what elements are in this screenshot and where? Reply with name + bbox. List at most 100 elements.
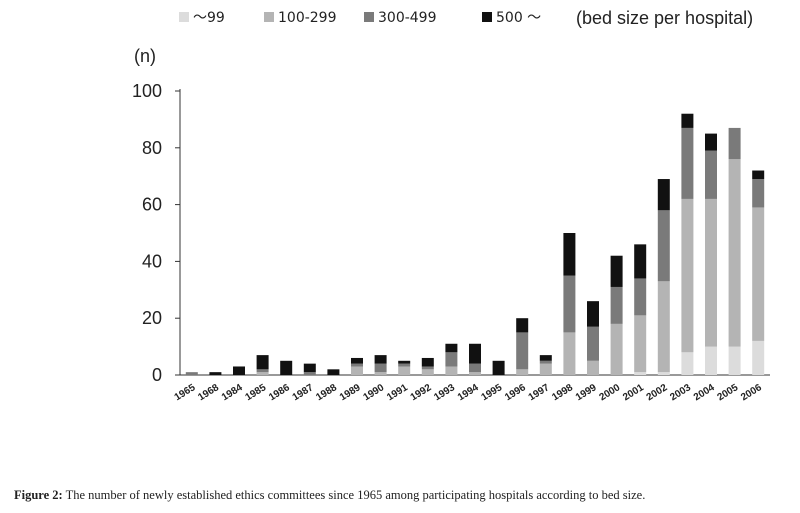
- bar-segment-1984-s3: [233, 366, 245, 375]
- bar-segment-2005-s1: [728, 159, 741, 347]
- bar-segment-1998-s3: [563, 233, 576, 276]
- bar-segment-1987-s2: [303, 372, 316, 375]
- y-axis-label: (n): [134, 46, 156, 66]
- bar-segment-1987-s3: [303, 363, 316, 373]
- x-tick-label: 1998: [550, 382, 575, 403]
- bar-segment-1998-s1: [563, 332, 576, 375]
- bar-segment-2005-s2: [728, 127, 741, 160]
- bar-segment-1991-s2: [398, 363, 411, 367]
- x-tick-label: 1987: [291, 382, 316, 403]
- figure-caption: Figure 2: The number of newly establishe…: [14, 488, 794, 503]
- bar-segment-1994-s1: [469, 372, 481, 375]
- x-tick-label: 1968: [196, 382, 221, 403]
- x-tick-label: 1990: [361, 382, 386, 403]
- bar-segment-2001-s0: [634, 372, 647, 375]
- bar-segment-1990-s1: [374, 372, 387, 375]
- caption-text: The number of newly established ethics c…: [62, 488, 646, 502]
- bar-segment-1993-s1: [445, 366, 458, 375]
- bar-segment-1992-s2: [421, 366, 434, 370]
- bar-segment-1989-s1: [351, 366, 363, 375]
- bar-segment-2003-s0: [681, 352, 694, 375]
- bar-segment-2000-s3: [610, 255, 623, 287]
- y-tick-label: 60: [142, 195, 162, 215]
- legend-label-3: 500 ～: [496, 10, 541, 26]
- x-tick-label: 2005: [715, 382, 740, 403]
- bar-segment-1991-s1: [398, 366, 411, 375]
- bar-segment-2000-s2: [610, 286, 623, 324]
- x-tick-label: 1996: [503, 382, 528, 403]
- bar-segment-2004-s1: [705, 198, 717, 347]
- x-tick-label: 1985: [243, 382, 268, 403]
- bar-segment-1968-s3: [209, 372, 222, 375]
- bar-segment-2005-s0: [728, 346, 741, 375]
- x-tick-label: 1993: [432, 382, 457, 403]
- legend-label-2: 300-499: [378, 10, 437, 26]
- bar-segment-2001-s1: [634, 315, 647, 373]
- caption-label: Figure 2:: [14, 488, 63, 502]
- bar-segment-1986-s3: [280, 360, 293, 375]
- x-tick-label: 1989: [338, 382, 363, 403]
- bar-segment-1992-s3: [421, 357, 434, 367]
- x-tick-label: 2006: [739, 382, 764, 403]
- x-tick-label: 2001: [621, 382, 646, 403]
- bar-segment-2006-s1: [752, 207, 765, 341]
- bar-segment-1994-s3: [469, 343, 481, 364]
- bar-segment-1997-s1: [539, 363, 552, 375]
- y-tick-label: 0: [152, 365, 162, 385]
- stacked-bar-chart: (n)0204060801001965196819841985198619871…: [132, 8, 770, 403]
- x-tick-label: 1986: [267, 382, 292, 403]
- bar-segment-1997-s3: [539, 355, 552, 361]
- x-tick-label: 1997: [527, 382, 552, 403]
- bar-segment-2006-s0: [752, 340, 765, 375]
- bar-segment-2006-s3: [752, 170, 765, 180]
- bar-segment-1965-s2: [185, 372, 198, 375]
- y-tick-label: 100: [132, 81, 162, 101]
- bar-segment-1985-s3: [256, 355, 269, 370]
- bar-segment-1999-s1: [587, 360, 599, 375]
- x-tick-label: 2004: [692, 382, 717, 403]
- bar-segment-1992-s1: [421, 369, 434, 375]
- bar-segment-1996-s1: [516, 369, 529, 375]
- x-tick-label: 2002: [645, 382, 670, 403]
- x-tick-label: 1984: [220, 382, 245, 403]
- legend-swatch-0: [179, 12, 189, 22]
- x-tick-label: 1994: [456, 382, 481, 403]
- bar-segment-2002-s1: [657, 281, 670, 373]
- bar-segment-1990-s2: [374, 363, 387, 373]
- x-tick-label: 1999: [574, 382, 599, 403]
- y-tick-label: 80: [142, 138, 162, 158]
- x-tick-label: 2003: [668, 382, 693, 403]
- bar-segment-2004-s3: [705, 133, 717, 151]
- bar-segment-1989-s3: [351, 357, 363, 364]
- legend-label-1: 100-299: [278, 10, 337, 26]
- bar-segment-1989-s2: [351, 363, 363, 367]
- bar-segment-1988-s3: [327, 369, 340, 375]
- bar-segment-1996-s2: [516, 332, 529, 370]
- legend-swatch-1: [264, 12, 274, 22]
- bar-segment-2004-s2: [705, 150, 717, 199]
- bar-segment-1999-s3: [587, 301, 599, 327]
- bar-segment-1999-s2: [587, 326, 599, 361]
- x-tick-label: 1995: [479, 382, 504, 403]
- legend-label-0: ～99: [193, 10, 225, 26]
- bar-segment-2003-s2: [681, 127, 694, 199]
- y-tick-label: 20: [142, 308, 162, 328]
- x-tick-label: 2000: [597, 382, 622, 403]
- bar-segment-1995-s3: [492, 360, 505, 375]
- bar-segment-2001-s2: [634, 278, 647, 316]
- legend-swatch-2: [364, 12, 374, 22]
- bar-segment-1991-s3: [398, 360, 411, 364]
- x-tick-label: 1992: [409, 382, 434, 403]
- x-tick-label: 1988: [314, 382, 339, 403]
- bar-segment-1990-s3: [374, 355, 387, 364]
- bar-segment-2006-s2: [752, 179, 765, 208]
- bar-segment-2002-s0: [657, 372, 670, 375]
- bar-segment-2003-s1: [681, 198, 694, 353]
- bar-segment-1996-s3: [516, 318, 529, 333]
- bar-segment-1985-s2: [256, 369, 269, 373]
- legend-title: (bed size per hospital): [576, 8, 753, 28]
- bar-segment-2000-s1: [610, 323, 623, 375]
- bar-segment-1985-s1: [256, 372, 269, 375]
- bar-segment-2002-s3: [657, 179, 670, 211]
- bar-segment-2001-s3: [634, 244, 647, 279]
